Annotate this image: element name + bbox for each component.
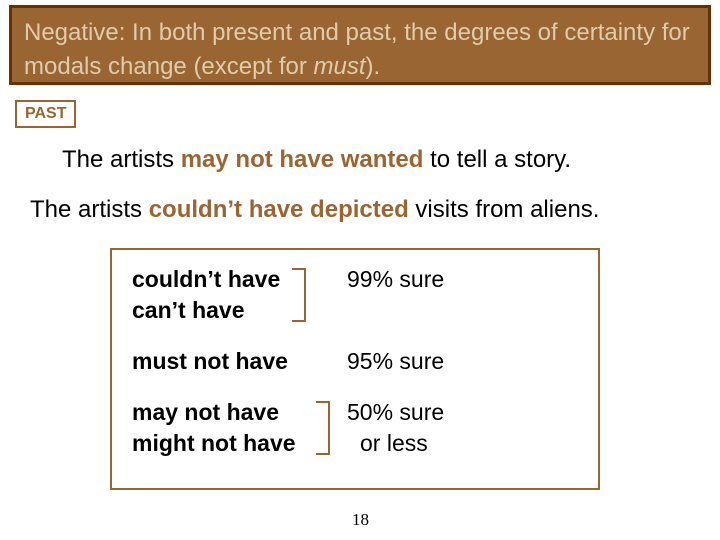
modal-label: couldn’t have	[132, 264, 347, 295]
group-couldn-t: couldn’t have 99% sure can’t have	[132, 264, 578, 326]
s1-em: may not have wanted	[181, 146, 424, 173]
past-tag: PAST	[15, 100, 76, 128]
group-may-not: may not have 50% sure might not have or …	[132, 397, 578, 459]
certainty-label	[347, 295, 578, 326]
s2-pre: The artists	[30, 196, 149, 223]
header-tail: ).	[366, 53, 381, 80]
table-row: might not have or less	[132, 428, 578, 459]
modal-label: can’t have	[132, 295, 347, 326]
table-row: may not have 50% sure	[132, 397, 578, 428]
certainty-label: 99% sure	[347, 264, 578, 295]
certainty-label: 95% sure	[347, 346, 578, 377]
certainty-label: or less	[347, 428, 578, 459]
s2-em: couldn’t have depicted	[149, 196, 409, 223]
s1-post: to tell a story.	[423, 146, 571, 173]
example-sentence-2: The artists couldn’t have depicted visit…	[30, 196, 599, 224]
past-label: PAST	[25, 105, 66, 122]
table-row: can’t have	[132, 295, 578, 326]
table-row: couldn’t have 99% sure	[132, 264, 578, 295]
s2-post: visits from aliens.	[409, 196, 600, 223]
bracket-icon	[292, 268, 306, 322]
page-number: 18	[352, 510, 369, 530]
modal-label: may not have	[132, 397, 347, 428]
example-sentence-1: The artists may not have wanted to tell …	[62, 146, 571, 174]
s1-pre: The artists	[62, 146, 181, 173]
header-italic: must	[314, 53, 366, 80]
header-text: Negative: In both present and past, the …	[24, 16, 696, 83]
table-row: must not have 95% sure	[132, 346, 578, 377]
bracket-icon	[316, 401, 330, 455]
certainty-label: 50% sure	[347, 397, 578, 428]
group-must-not: must not have 95% sure	[132, 346, 578, 377]
modal-label: must not have	[132, 346, 347, 377]
modal-label: might not have	[132, 428, 347, 459]
certainty-table: couldn’t have 99% sure can’t have must n…	[110, 248, 600, 490]
header-box: Negative: In both present and past, the …	[9, 5, 711, 85]
